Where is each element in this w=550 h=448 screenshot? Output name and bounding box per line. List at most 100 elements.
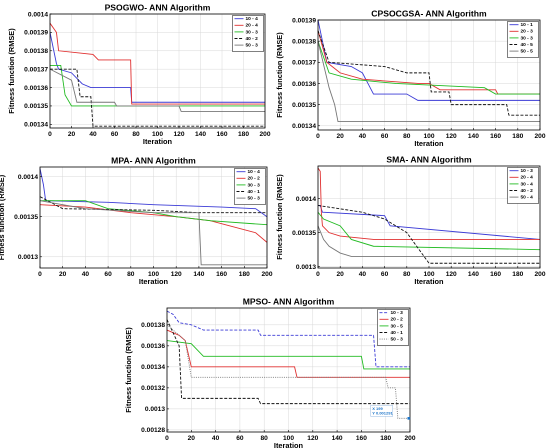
x-tick-label: 160 [490, 133, 501, 140]
x-tick-label: 200 [259, 131, 270, 138]
x-tick-label: 120 [446, 271, 457, 278]
y-tick-label: 0.00135 [292, 230, 316, 237]
x-tick-label: 120 [446, 133, 457, 140]
x-tick-label: 180 [238, 131, 249, 138]
x-tick-label: 140 [468, 271, 479, 278]
x-tick-label: 40 [89, 131, 97, 138]
y-axis-label: Fitness function (RMSE) [124, 327, 133, 413]
series-line-50-3 [166, 324, 410, 419]
chart-cpsocgsa-ann: 0 20 40 60 80 100 120 140 160 180 200 0.00134 0.0013… [275, 9, 546, 149]
y-tick-label: 0.00139 [292, 17, 316, 24]
legend-entry-50-3: 50 - 3 [246, 43, 259, 49]
y-tick-label: 0.00128 [141, 427, 165, 434]
legend-entry-30-4: 30 - 4 [521, 181, 534, 187]
series-line-30-5 [166, 340, 410, 370]
chart-title: CPSOCGSA- ANN Algorithm [371, 9, 487, 19]
y-tick-label: 0.00137 [24, 66, 48, 73]
legend-entry-10-3: 10 - 3 [391, 310, 404, 316]
legend-entry-20-3: 20 - 3 [521, 29, 534, 35]
y-tick-label: 0.0014 [296, 196, 317, 203]
legend-entry-40-5: 40 - 5 [521, 42, 534, 48]
y-tick-label: 0.0013 [145, 406, 166, 413]
x-axis-label: Iteration [414, 277, 444, 286]
series-line-30-4 [317, 211, 541, 251]
legend-entry-30-5: 30 - 5 [391, 323, 404, 329]
x-tick-label: 100 [152, 131, 163, 138]
y-tick-label: 0.00138 [292, 38, 316, 45]
series-line-30-3 [317, 41, 540, 95]
legend-entry-40-2: 40 - 2 [521, 188, 534, 194]
legend-entry-20-4: 20 - 4 [246, 23, 259, 29]
annotation-text: Y 0.001291 [372, 411, 393, 416]
series-line-10-4 [39, 168, 268, 218]
x-tick-label: 0 [165, 435, 169, 442]
x-tick-label: 140 [193, 271, 204, 278]
legend-entry-20-2: 20 - 2 [248, 176, 261, 182]
y-tick-label: 0.00135 [24, 103, 48, 110]
x-tick-label: 0 [316, 271, 320, 278]
annotation-box [370, 405, 393, 417]
x-tick-label: 80 [132, 131, 140, 138]
x-tick-label: 100 [423, 271, 434, 278]
series-line-40-5 [317, 30, 540, 116]
x-tick-label: 200 [534, 271, 545, 278]
legend-entry-20-4: 20 - 4 [521, 175, 534, 181]
y-axis-label: Fitness function (RMSE) [0, 174, 6, 260]
legend-entry-50-4: 50 - 4 [521, 195, 534, 201]
series-line-50-3 [39, 200, 267, 266]
legend-entry-30-3: 30 - 3 [248, 182, 261, 188]
legend-entry-40-1: 40 - 1 [391, 330, 404, 336]
series-line-10-3 [166, 310, 410, 368]
series-line-50-5 [317, 41, 540, 122]
legend-entry-50-5: 50 - 5 [521, 49, 534, 55]
y-axis-label: Fitness function (RMSE) [275, 32, 284, 118]
y-tick-label: 0.0014 [18, 174, 39, 181]
x-tick-label: 120 [171, 271, 182, 278]
chart-psogwo-ann: 0 20 40 60 80 100 120 140 160 180 200 0.00134 0.0013… [7, 3, 271, 147]
series-line-20-3 [317, 30, 540, 95]
chart-sma-ann: 0 20 40 60 80 100 120 140 160 180 200 0.0013 0.00135… [275, 155, 546, 287]
legend-entry-10-4: 10 - 4 [246, 16, 259, 22]
y-tick-label: 0.00139 [24, 30, 48, 37]
y-axis-label: Fitness function (RMSE) [7, 28, 16, 114]
x-tick-label: 60 [104, 271, 112, 278]
series-line-40-2 [50, 68, 265, 127]
x-tick-label: 60 [381, 271, 389, 278]
chart-title: MPSO- ANN Algorithm [243, 297, 335, 307]
x-tick-label: 60 [111, 131, 119, 138]
x-tick-label: 20 [188, 435, 196, 442]
x-tick-label: 80 [261, 435, 269, 442]
x-tick-label: 160 [356, 435, 367, 442]
legend-entry-30-3: 30 - 3 [521, 35, 534, 41]
legend-entry-20-2: 20 - 2 [391, 317, 404, 323]
y-tick-label: 0.00134 [24, 122, 48, 129]
y-tick-label: 0.0013 [18, 254, 39, 261]
y-tick-label: 0.00137 [292, 60, 316, 67]
x-tick-label: 0 [38, 271, 42, 278]
chart-title: PSOGWO- ANN Algorithm [105, 3, 211, 13]
x-axis-label: Iteration [143, 137, 173, 146]
y-tick-label: 0.00134 [141, 364, 165, 371]
x-axis-label: Iteration [139, 277, 169, 286]
y-tick-label: 0.00135 [292, 102, 316, 109]
legend-entry-30-3: 30 - 3 [246, 29, 259, 35]
x-tick-label: 0 [48, 131, 52, 138]
x-axis-label: Iteration [414, 139, 444, 148]
legend-entry-10-1: 10 - 1 [521, 22, 534, 28]
x-tick-label: 160 [216, 271, 227, 278]
x-tick-label: 20 [68, 131, 76, 138]
x-tick-label: 40 [82, 271, 90, 278]
x-tick-label: 160 [216, 131, 227, 138]
y-tick-label: 0.00138 [141, 322, 165, 329]
x-tick-label: 180 [380, 435, 391, 442]
x-tick-label: 40 [359, 271, 367, 278]
legend-entry-40-1: 40 - 1 [248, 189, 261, 195]
x-tick-label: 140 [195, 131, 206, 138]
series-line-20-4 [317, 167, 540, 240]
x-tick-label: 0 [316, 133, 320, 140]
x-tick-label: 80 [403, 133, 411, 140]
x-axis-label: Iteration [274, 441, 304, 448]
series-line-40-1 [39, 196, 267, 214]
x-tick-label: 180 [239, 271, 250, 278]
